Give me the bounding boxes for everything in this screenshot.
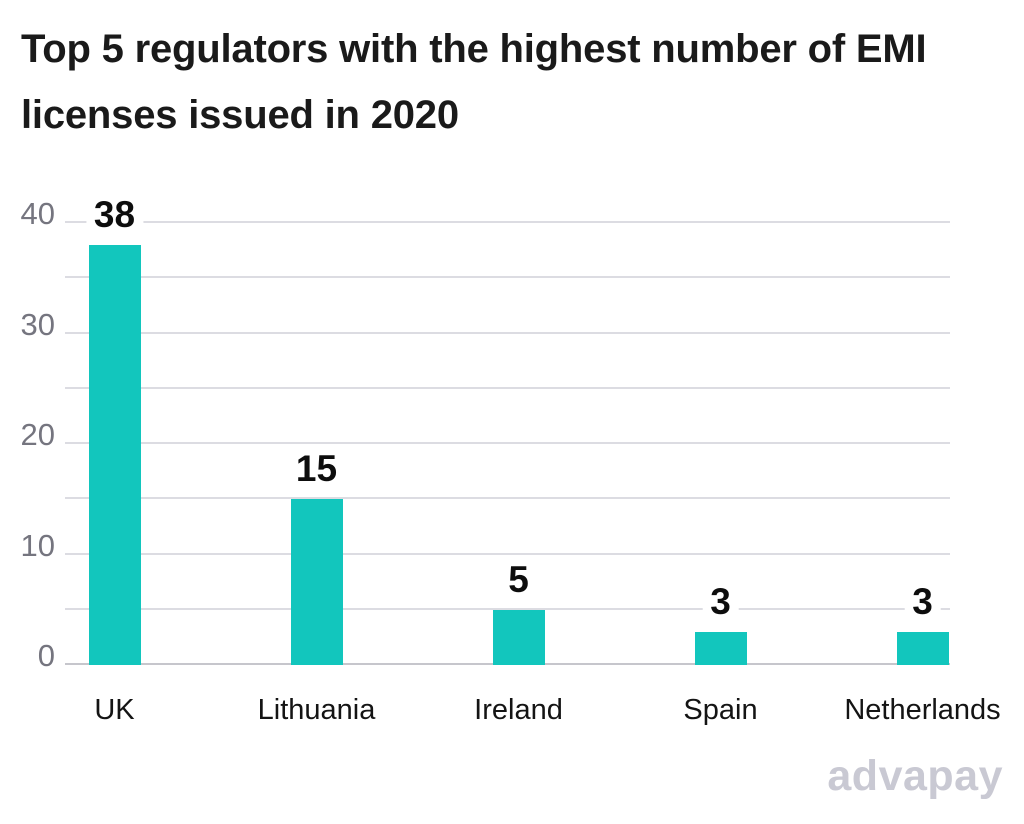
y-tick-label-0: 0 (37, 638, 55, 673)
title-line-1: Top 5 regulators with the highest number… (21, 27, 927, 71)
y-tick-label-10: 10 (20, 527, 55, 563)
x-tick-label-netherlands: Netherlands (844, 694, 1001, 726)
gridline-35 (65, 276, 950, 279)
y-tick-label-20: 20 (20, 417, 55, 452)
gridline-5 (65, 607, 950, 610)
value-label-netherlands: 3 (904, 581, 941, 622)
x-tick-label-uk: UK (94, 694, 135, 726)
x-tick-label-lithuania: Lithuania (257, 694, 376, 726)
gridline-30 (65, 331, 950, 334)
chart-title: Top 5 regulators with the highest number… (21, 16, 927, 148)
value-label-ireland: 5 (500, 559, 537, 600)
y-tick-label-40: 40 (20, 196, 55, 231)
gridline-25 (65, 386, 950, 389)
advapay-logo: advapay (827, 752, 1003, 800)
value-label-spain: 3 (702, 581, 739, 622)
bar-ireland (492, 609, 545, 665)
value-label-lithuania: 15 (287, 449, 346, 490)
gridline-15 (65, 497, 950, 500)
x-tick-label-ireland: Ireland (474, 694, 563, 726)
value-label-uk: 38 (85, 195, 144, 236)
gridline-20 (65, 442, 950, 444)
bar-netherlands (896, 631, 949, 665)
title-line-2: licenses issued in 2020 (21, 93, 459, 137)
x-tick-label-spain: Spain (683, 694, 758, 726)
gridline-40 (65, 221, 950, 223)
gridline-10 (65, 552, 950, 555)
bar-spain (694, 631, 747, 665)
y-tick-label-30: 30 (20, 306, 55, 342)
plot-area: 0 10 20 30 40 38 UK 15 Lithuania 5 Ireland 3 Spain 3 N… (21, 195, 1001, 726)
bar-lithuania (290, 499, 343, 665)
bar-uk (88, 245, 141, 665)
